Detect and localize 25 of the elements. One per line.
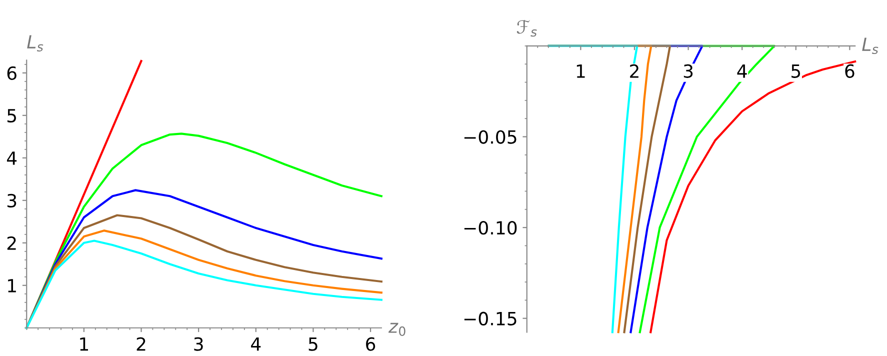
x-tick-label: 6 <box>845 64 854 78</box>
y-axis-title: L$_{s}$ <box>27 35 44 52</box>
y-tick-label: 3 <box>7 194 16 208</box>
x-axis-title: L$_{s}$ <box>862 38 878 54</box>
y-tick-label: 2 <box>7 236 16 250</box>
x-tick-label: 3 <box>194 337 203 351</box>
y-tick-label: −0.10 <box>464 220 517 235</box>
line-series <box>650 60 856 334</box>
x-tick-label: 3 <box>684 64 693 78</box>
y-tick-label: 5 <box>7 109 16 123</box>
x-tick-label: 1 <box>80 337 88 351</box>
x-tick-label: 1 <box>576 64 585 78</box>
x-tick-label: 5 <box>792 64 800 78</box>
x-axis-title: z$_{0}$ <box>388 322 406 336</box>
x-tick-label: 4 <box>251 337 261 351</box>
x-tick-label: 6 <box>366 337 376 351</box>
y-tick-label: 1 <box>8 279 16 292</box>
y-tick-label: 4 <box>6 152 17 165</box>
x-tick-label: 2 <box>136 337 146 351</box>
y-tick-label: −0.15 <box>464 312 516 326</box>
x-tick-label: 4 <box>737 64 747 78</box>
x-tick-label: 2 <box>630 64 638 78</box>
x-tick-label: 5 <box>308 337 318 351</box>
y-tick-label: −0.05 <box>464 130 516 144</box>
y-axis-title: ℱ$_{s}$ <box>516 20 537 37</box>
